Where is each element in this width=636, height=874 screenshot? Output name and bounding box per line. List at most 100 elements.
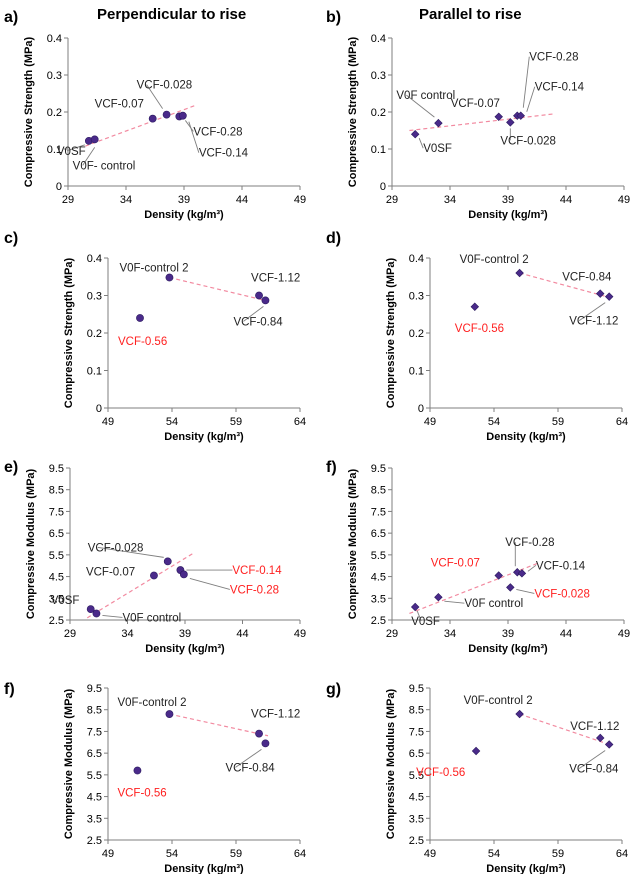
trendline	[519, 272, 610, 298]
leader-line	[97, 546, 164, 558]
point-label: VCF-0.28	[193, 126, 242, 138]
point-label: VCF-0.56	[117, 788, 166, 800]
leader-line	[416, 610, 422, 622]
x-axis-label: Density (kg/m³)	[164, 863, 244, 874]
x-tick-label: 29	[64, 628, 76, 640]
y-tick-label: 0.2	[47, 107, 62, 119]
trendline	[519, 713, 610, 746]
y-axis-label: Compressive Modulus (MPa)	[63, 688, 75, 839]
x-tick-label: 39	[179, 628, 191, 640]
data-point	[515, 709, 524, 719]
x-tick-label: 44	[236, 194, 248, 206]
leader-line	[578, 750, 606, 769]
point-label: VCF-0.84	[225, 762, 275, 774]
point-label: V0F control	[464, 598, 523, 610]
y-tick-label: 7.5	[409, 726, 424, 738]
leader-line	[522, 56, 530, 108]
x-tick-label: 44	[560, 194, 572, 206]
data-point	[178, 111, 187, 120]
data-point	[90, 135, 99, 144]
x-tick-label: 49	[424, 848, 436, 860]
chart-panel: f) 2.5 3.5 4.5 5.5 6.5 7.5 8.5 9.5 49 54 59 64 Densit…	[4, 681, 306, 874]
leader-line	[243, 306, 264, 322]
data-point	[410, 129, 420, 139]
point-label: V0SF	[423, 143, 452, 155]
column-title-parallel: Parallel to rise	[419, 6, 522, 23]
data-point	[150, 571, 158, 580]
point-label: VCF-0.84	[233, 316, 283, 328]
trendline	[169, 276, 269, 302]
y-tick-label: 8.5	[409, 705, 424, 717]
chart-panel: b) 0 0.1 0.2 0.3 0.4 29 34 39 44 49 Density (kg/m³)…	[326, 9, 630, 221]
point-label: VCF-0.28	[505, 537, 554, 549]
y-tick-label: 3.5	[409, 813, 424, 825]
trendline	[86, 552, 195, 619]
y-tick-label: 5.5	[371, 550, 386, 562]
point-label: VCF-0.14	[199, 148, 249, 160]
x-axis-label: Density (kg/m³)	[145, 643, 225, 655]
y-axis-label: Compressive Strength (MPa)	[347, 36, 359, 187]
y-tick-label: 7.5	[87, 726, 102, 738]
y-tick-label: 9.5	[87, 683, 102, 695]
panel-label: f)	[326, 459, 337, 476]
y-tick-label: 0.2	[371, 107, 386, 119]
data-point	[92, 609, 101, 618]
y-tick-label: 0.1	[47, 144, 62, 156]
chart-panel: d) 0 0.1 0.2 0.3 0.4 49 54 59 64 Density (kg/m³) Co…	[326, 230, 628, 443]
y-tick-label: 4.5	[371, 572, 386, 584]
data-point	[604, 740, 614, 749]
point-label: VCF-0.56	[118, 336, 167, 348]
x-tick-label: 29	[62, 194, 74, 206]
data-point	[410, 602, 420, 612]
y-tick-label: 0.3	[409, 291, 424, 303]
point-label: V0F-control 2	[460, 254, 529, 266]
x-tick-label: 49	[102, 416, 114, 428]
column-title-perpendicular: Perpendicular to rise	[97, 6, 247, 23]
y-tick-label: 0.1	[409, 366, 424, 378]
point-label: V0SF	[51, 595, 80, 607]
y-tick-label: 0	[380, 181, 386, 193]
chart-panel: e) 2.5 3.5 4.5 5.5 6.5 7.5 8.5 9.5 29 34 39 44 49 Dens…	[4, 459, 306, 655]
data-point	[434, 118, 443, 128]
leader-line	[235, 749, 262, 768]
chart-panel: a) 0 0.1 0.2 0.3 0.4 29 34 39 44 49 Density (kg/m³)…	[4, 9, 306, 221]
x-tick-label: 49	[294, 194, 306, 206]
y-tick-label: 9.5	[49, 463, 64, 475]
y-tick-label: 2.5	[87, 835, 102, 847]
leader-line	[406, 94, 435, 118]
point-label: VCF-1.12	[251, 709, 300, 721]
point-label: VCF-0.028	[137, 80, 193, 92]
y-axis-label: Compressive Modulus (MPa)	[347, 468, 359, 619]
y-tick-label: 3.5	[87, 813, 102, 825]
point-label: VCF-0.07	[431, 557, 480, 569]
leader-line	[189, 577, 230, 590]
y-tick-label: 8.5	[49, 485, 64, 497]
data-point	[148, 114, 157, 123]
y-tick-label: 7.5	[49, 506, 64, 518]
leader-line	[146, 84, 163, 109]
leader-line	[578, 302, 606, 321]
leader-line	[527, 564, 537, 572]
leader-line	[66, 144, 86, 152]
y-tick-label: 2.5	[409, 835, 424, 847]
panel-label: a)	[4, 9, 18, 26]
data-point	[133, 766, 142, 775]
x-tick-label: 44	[560, 628, 572, 640]
y-tick-label: 0	[56, 181, 62, 193]
data-point	[261, 739, 270, 748]
y-tick-label: 0	[418, 403, 424, 415]
x-tick-label: 44	[236, 628, 248, 640]
x-tick-label: 34	[444, 628, 456, 640]
y-tick-label: 2.5	[371, 615, 386, 627]
data-point	[163, 557, 172, 566]
x-tick-label: 49	[424, 416, 436, 428]
leader-line	[188, 121, 200, 153]
data-point	[494, 571, 503, 580]
leader-line	[184, 120, 194, 132]
point-label: VCF-0.14	[535, 82, 585, 94]
panel-label: d)	[326, 230, 341, 247]
y-tick-label: 0.3	[371, 70, 386, 82]
x-tick-label: 54	[166, 848, 178, 860]
x-tick-label: 59	[552, 848, 564, 860]
x-axis-label: Density (kg/m³)	[468, 209, 548, 221]
